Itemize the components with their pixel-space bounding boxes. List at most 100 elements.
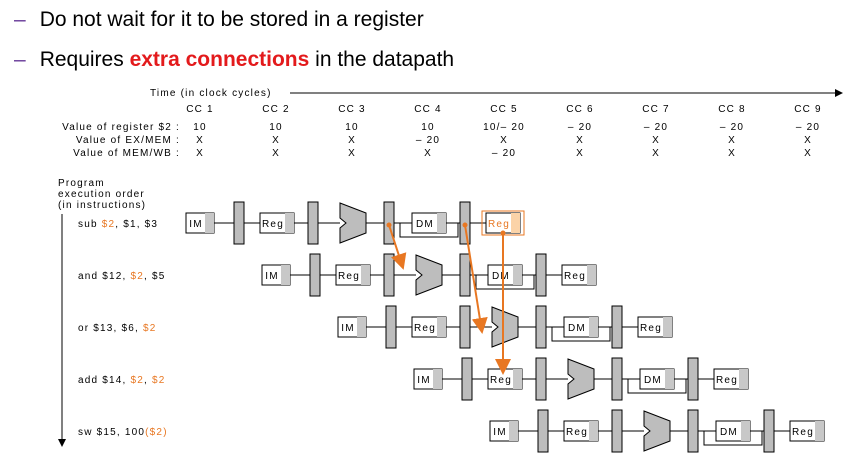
dm-shade <box>437 213 446 233</box>
value-cell: – 20 <box>568 122 592 133</box>
pipeline-register <box>459 253 471 297</box>
reg-write-shade <box>739 369 748 389</box>
bullet-dash: – <box>14 48 26 71</box>
im-shade <box>357 317 366 337</box>
instruction-register-highlight: $2 <box>131 271 145 282</box>
value-cell: 10 <box>421 122 435 133</box>
datapath-wire <box>551 327 611 342</box>
value-cell: X <box>576 135 584 146</box>
pipeline-register <box>611 357 623 401</box>
value-cell: X <box>196 135 204 146</box>
datapath-wire <box>627 379 687 394</box>
pipeline-register <box>611 305 623 349</box>
reg-read-label: Reg <box>262 219 284 230</box>
dm-label: DM <box>416 219 434 230</box>
program-order-label: execution order <box>58 189 145 200</box>
alu-shape <box>415 254 443 296</box>
instruction-register-highlight: $2 <box>152 375 166 386</box>
dm-label: DM <box>720 427 738 438</box>
cycle-label: CC 6 <box>566 104 594 115</box>
instruction-text: sw $15, 100 <box>78 427 145 438</box>
cycle-label: CC 1 <box>186 104 214 115</box>
time-axis-label: Time (in clock cycles) <box>150 88 272 99</box>
reg-read-label: Reg <box>338 271 360 282</box>
value-cell: X <box>804 148 812 159</box>
instruction-text: , $1, $3 <box>115 219 158 230</box>
cycle-label: CC 4 <box>414 104 442 115</box>
instruction-label: sub $2, $1, $3 <box>78 219 158 230</box>
im-shade <box>433 369 442 389</box>
value-cell: X <box>728 135 736 146</box>
value-cell: 10 <box>193 122 207 133</box>
bullet-text: Do not wait for it to be stored in a reg… <box>39 8 424 31</box>
instruction-label: and $12, $2, $5 <box>78 271 166 282</box>
reg-write-label: Reg <box>716 375 738 386</box>
value-cell: 10 <box>345 122 359 133</box>
pipeline-register <box>535 305 547 349</box>
value-cell: X <box>804 135 812 146</box>
reg-read-label: Reg <box>414 323 436 334</box>
value-cell: X <box>500 135 508 146</box>
reg-read-shade <box>285 213 294 233</box>
pipeline-register <box>383 253 395 297</box>
program-order-label: (in instructions) <box>58 200 146 211</box>
value-cell: 10/– 20 <box>483 122 525 133</box>
value-cell: X <box>272 148 280 159</box>
pipeline-register <box>307 201 319 245</box>
datapath-wire <box>703 431 763 446</box>
bullet-2: – Requires extra connections in the datap… <box>14 48 454 72</box>
value-cell: X <box>272 135 280 146</box>
im-label: IM <box>189 219 203 230</box>
value-cell: X <box>196 148 204 159</box>
reg-read-label: Reg <box>566 427 588 438</box>
dm-shade <box>513 265 522 285</box>
value-row-label: Value of register $2 : <box>62 122 180 133</box>
value-row-label: Value of MEM/WB : <box>73 148 180 159</box>
alu-shape <box>491 306 519 348</box>
reg-write-label: Reg <box>792 427 814 438</box>
instruction-text: sub <box>78 219 102 230</box>
value-cell: X <box>348 135 356 146</box>
reg-write-shade <box>587 265 596 285</box>
instruction-register-highlight: $2 <box>102 219 116 230</box>
im-label: IM <box>493 427 507 438</box>
im-shade <box>509 421 518 441</box>
dm-shade <box>741 421 750 441</box>
instruction-register-highlight: ($2) <box>145 427 168 438</box>
dm-label: DM <box>492 271 510 282</box>
cycle-label: CC 9 <box>794 104 822 115</box>
dm-shade <box>665 369 674 389</box>
value-cell: X <box>652 148 660 159</box>
pipeline-register <box>535 253 547 297</box>
im-shade <box>281 265 290 285</box>
value-cell: X <box>576 148 584 159</box>
forwarding-memwb-to-or-alu <box>464 224 488 334</box>
reg-write-shade <box>511 213 520 233</box>
instruction-text: and $12, <box>78 271 131 282</box>
dm-shade <box>589 317 598 337</box>
reg-write-label: Reg <box>640 323 662 334</box>
value-row-label: Value of EX/MEM : <box>76 135 180 146</box>
cycle-label: CC 3 <box>338 104 366 115</box>
instruction-text: or $13, $6, <box>78 323 143 334</box>
reg-write-shade <box>815 421 824 441</box>
alu-shape <box>339 202 367 244</box>
reg-read-shade <box>361 265 370 285</box>
instruction-label: or $13, $6, $2 <box>78 323 157 334</box>
value-cell: – 20 <box>492 148 516 159</box>
datapath-wire <box>399 223 459 238</box>
instruction-label: add $14, $2, $2 <box>78 375 166 386</box>
alu-shape <box>567 358 595 400</box>
im-label: IM <box>341 323 355 334</box>
reg-read-label: Reg <box>490 375 512 386</box>
im-label: IM <box>265 271 279 282</box>
instruction-label: sw $15, 100($2) <box>78 427 168 438</box>
pipeline-register <box>385 305 397 349</box>
value-cell: X <box>652 135 660 146</box>
value-cell: – 20 <box>644 122 668 133</box>
program-order-label: Program <box>58 178 105 189</box>
im-shade <box>205 213 214 233</box>
instruction-text: add $14, <box>78 375 131 386</box>
